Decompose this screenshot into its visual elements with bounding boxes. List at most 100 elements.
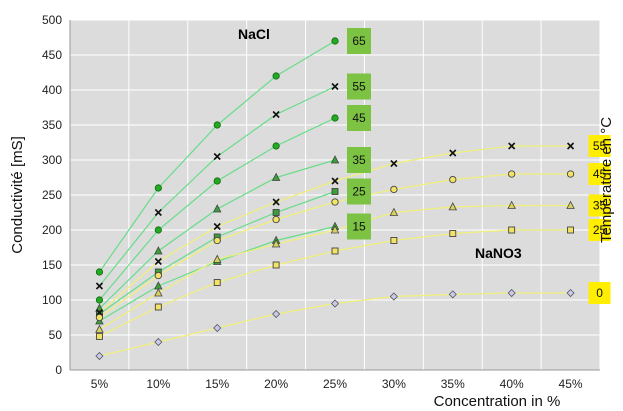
data-point (272, 261, 280, 269)
temp-label-nano3-35: 35 (593, 199, 607, 213)
temp-label-box (347, 178, 371, 205)
data-point (213, 323, 222, 333)
data-point (95, 268, 104, 276)
data-point (566, 288, 575, 298)
data-point (567, 226, 575, 234)
temp-label-box (588, 194, 611, 217)
data-point (507, 288, 516, 298)
temp-label-box (347, 147, 371, 173)
data-point (508, 142, 516, 150)
data-point (95, 313, 104, 322)
x-tick-label: 30% (382, 377, 406, 391)
temp-label-box (588, 219, 611, 241)
data-point (330, 299, 340, 308)
y-tick-label: 150 (42, 258, 62, 272)
temp-label-nacl-35: 35 (352, 153, 366, 167)
data-point (212, 204, 222, 213)
y-tick-label: 400 (42, 83, 62, 97)
data-point (390, 185, 398, 194)
temp-label-nano3-45: 45 (593, 167, 607, 181)
data-point (272, 215, 280, 224)
data-point (154, 226, 162, 234)
data-point (331, 82, 339, 91)
data-point (272, 309, 281, 319)
y-tick-label: 250 (42, 188, 62, 202)
data-point (330, 155, 340, 164)
data-point (271, 172, 281, 181)
data-point (212, 254, 222, 263)
data-point (566, 200, 575, 209)
x-tick-label: 35% (441, 377, 465, 391)
temp-label-box (347, 73, 371, 100)
data-point (449, 175, 457, 184)
x-tick-label: 5% (91, 377, 109, 391)
temp-label-box (347, 105, 371, 131)
data-point (508, 226, 516, 234)
data-point (95, 324, 104, 333)
data-point (390, 237, 398, 244)
data-point (271, 239, 281, 248)
data-point (154, 246, 163, 255)
data-point (95, 351, 104, 361)
x-axis-label: Concentration in % (434, 393, 561, 410)
y-tick-label: 300 (42, 153, 62, 167)
grid-lines (69, 19, 601, 371)
right-axis-label: Température en °C (598, 117, 615, 243)
x-tick-label: 10% (146, 377, 170, 391)
y-tick-label: 50 (49, 328, 63, 342)
temp-label-box (347, 28, 371, 54)
data-point (272, 142, 280, 150)
data-point (449, 149, 457, 157)
y-tick-label: 450 (42, 48, 62, 62)
y-tick-label: 200 (42, 223, 62, 237)
data-point (154, 288, 163, 297)
temp-label-box (588, 163, 611, 185)
temp-label-box (588, 282, 611, 304)
x-tick-label: 45% (559, 377, 583, 391)
data-point (507, 200, 516, 209)
data-point (272, 198, 280, 206)
data-point (331, 188, 339, 195)
data-point (331, 114, 339, 122)
data-point (390, 159, 398, 168)
data-point (331, 177, 339, 185)
y-tick-label: 350 (42, 118, 62, 132)
temperature-labels: 65 55 45 35 25 15 55 45 35 25 0 (347, 28, 611, 304)
y-axis-label: Conductivité [mS] (9, 136, 26, 254)
temp-label-nano3-0: 0 (596, 286, 603, 300)
temp-label-nacl-25: 25 (352, 185, 366, 199)
data-point (154, 257, 162, 266)
temp-label-nacl-15: 15 (352, 220, 366, 234)
y-tick-label: 0 (55, 363, 62, 377)
y-tick-label: 100 (42, 293, 62, 307)
data-point (272, 209, 280, 216)
data-point (213, 236, 221, 245)
x-tick-label: 20% (264, 377, 288, 391)
data-point (331, 247, 339, 255)
temp-label-nacl-45: 45 (352, 111, 366, 125)
data-point (154, 208, 162, 217)
data-point (389, 292, 398, 301)
data-point (449, 230, 457, 237)
series-name-nano3: NaNO3 (475, 245, 522, 261)
data-point (154, 271, 162, 280)
data-point (95, 332, 103, 340)
data-point (331, 198, 339, 206)
temp-label-nacl-65: 65 (352, 34, 366, 48)
temp-label-nano3-55: 55 (593, 139, 607, 153)
data-point (213, 279, 221, 286)
series-name-nacl: NaCl (238, 26, 270, 42)
data-point (154, 303, 162, 311)
data-point (154, 184, 162, 192)
data-point (154, 337, 163, 347)
x-tick-labels: 5% 10% 15% 20% 25% 30% 35% 40% 45% (91, 377, 583, 391)
data-markers (95, 37, 575, 361)
data-point (272, 110, 280, 119)
temp-label-nacl-55: 55 (352, 80, 366, 94)
x-tick-label: 15% (205, 377, 229, 391)
data-point (448, 290, 457, 299)
temp-label-box (588, 135, 611, 157)
data-point (213, 222, 221, 231)
data-point (566, 142, 575, 150)
